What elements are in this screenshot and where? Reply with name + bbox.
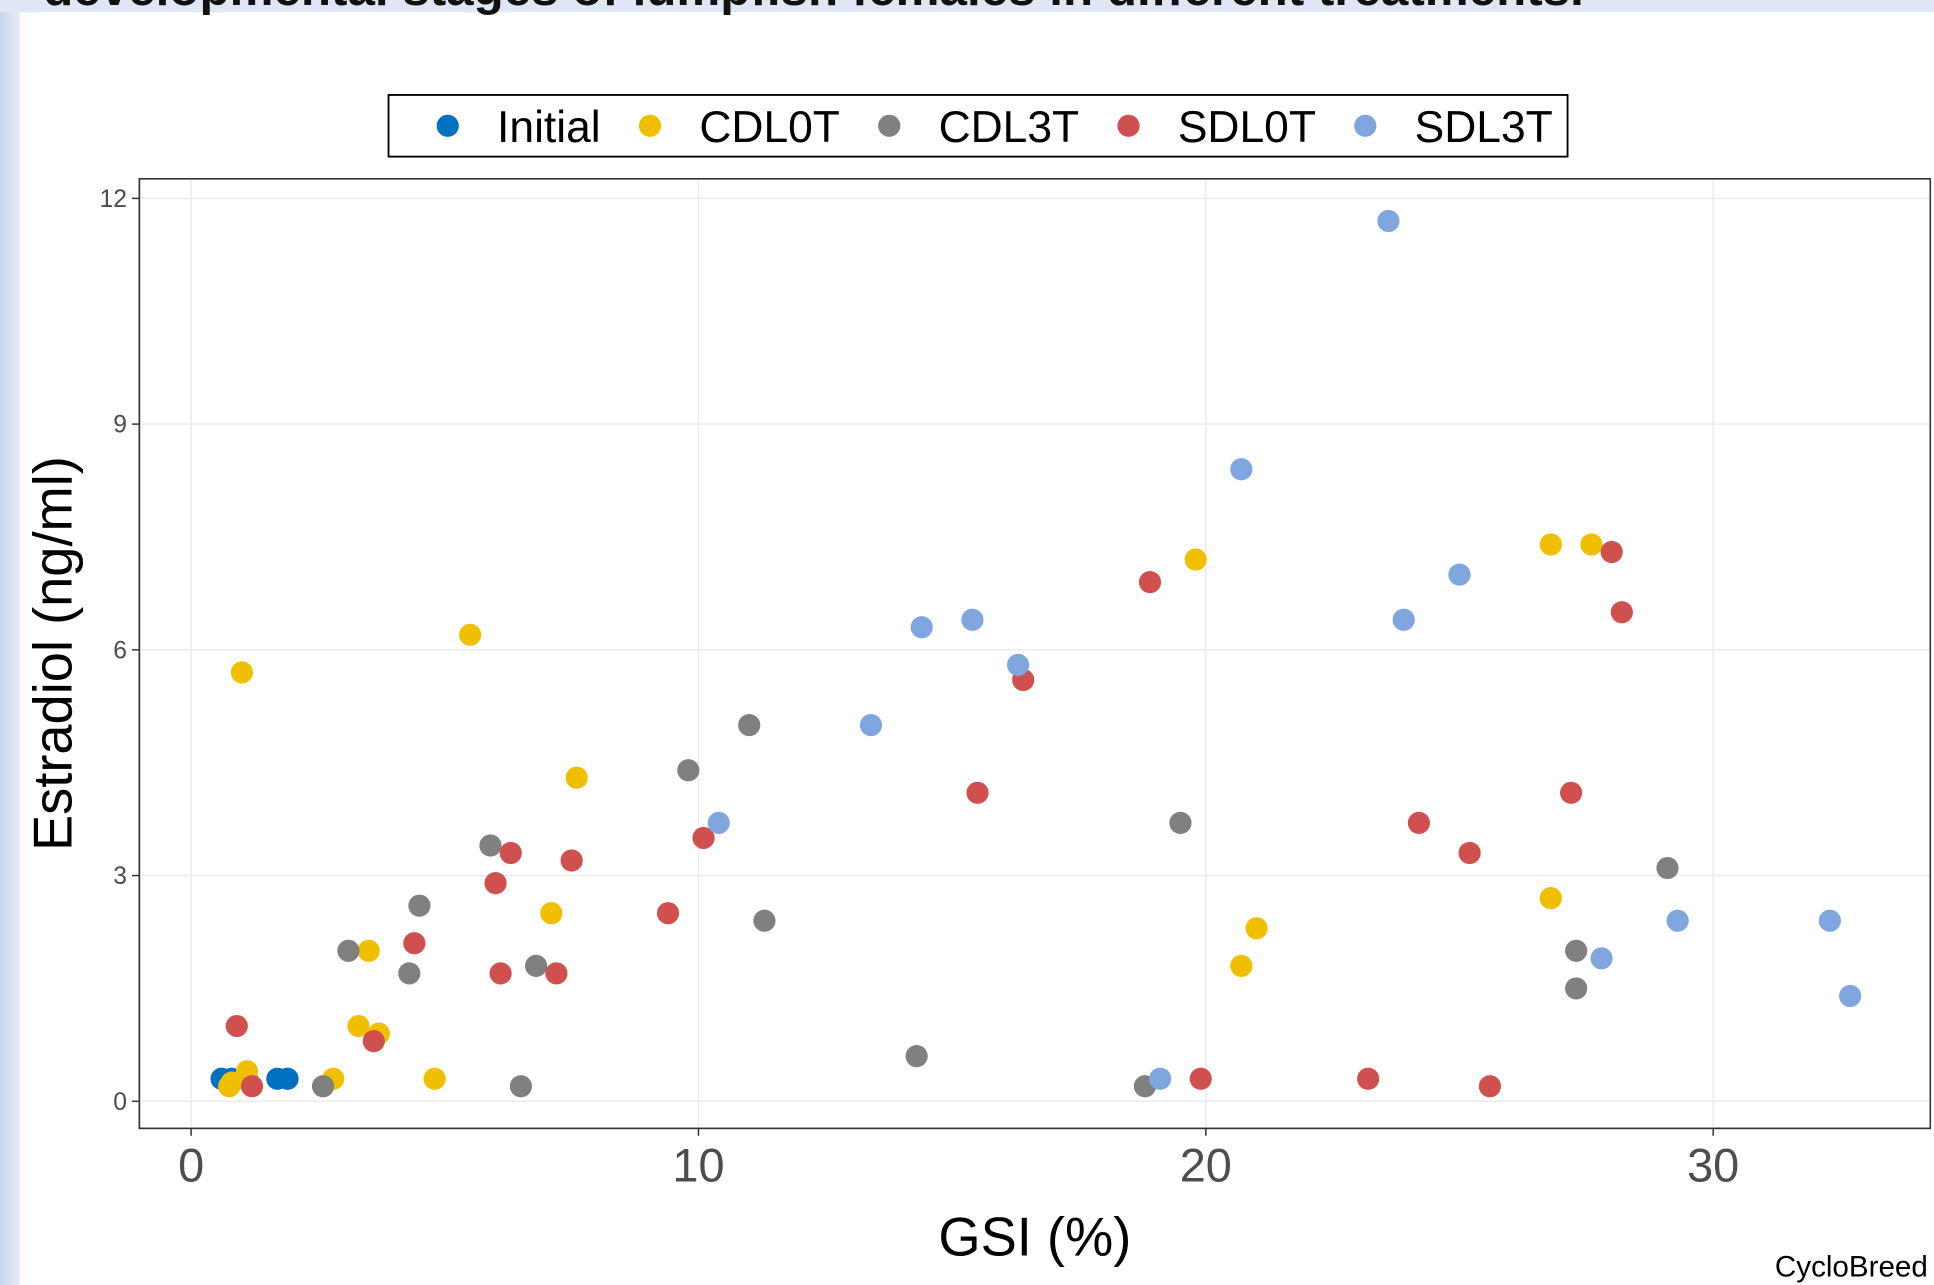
point — [738, 713, 761, 737]
top-strip — [0, 0, 1934, 13]
point — [1656, 856, 1679, 880]
legend-label: CDL0T — [699, 103, 840, 152]
point — [905, 1045, 928, 1068]
legend-marker — [1117, 114, 1140, 137]
point — [677, 759, 700, 782]
point — [1245, 917, 1268, 940]
point — [499, 841, 522, 865]
legend-marker — [878, 114, 901, 137]
point — [1407, 811, 1430, 834]
point — [961, 608, 984, 631]
point — [1580, 533, 1603, 556]
point — [240, 1075, 264, 1098]
point — [1600, 540, 1623, 564]
side-strip — [0, 0, 20, 1285]
x-axis-title: GSI (%) — [938, 1207, 1131, 1267]
point — [1565, 939, 1588, 962]
point — [859, 713, 883, 737]
point — [1230, 954, 1253, 977]
point — [489, 962, 512, 985]
point — [484, 871, 507, 895]
point — [545, 962, 568, 985]
y-tick-label: 9 — [113, 412, 127, 439]
point — [540, 902, 563, 925]
point — [1478, 1075, 1502, 1098]
point — [347, 1014, 370, 1038]
point — [656, 902, 680, 925]
point — [398, 962, 421, 985]
point — [707, 811, 730, 834]
point — [1539, 887, 1562, 910]
y-tick-label: 6 — [113, 637, 127, 664]
point — [565, 766, 588, 789]
plot-border — [138, 178, 1932, 1130]
chart-title: developmental stages of lumpfish females… — [43, 0, 1584, 16]
point — [1448, 563, 1471, 586]
x-tick-label: 30 — [1687, 1139, 1739, 1191]
point — [1392, 608, 1415, 631]
point — [1189, 1067, 1212, 1090]
point — [459, 623, 482, 646]
x-tick-label: 0 — [178, 1139, 204, 1191]
point — [910, 616, 933, 639]
plot-panel — [138, 178, 1932, 1130]
y-tick-label: 0 — [113, 1089, 127, 1116]
point — [525, 954, 548, 977]
point — [408, 894, 431, 917]
y-tick-label: 3 — [113, 863, 127, 890]
point — [311, 1075, 335, 1098]
x-tick-label: 20 — [1180, 1139, 1232, 1191]
point — [1610, 601, 1633, 624]
point — [1539, 533, 1562, 556]
point — [1458, 841, 1481, 865]
point — [225, 1014, 248, 1038]
legend-label: CDL3T — [939, 103, 1080, 152]
point — [1169, 811, 1192, 834]
point — [753, 909, 776, 932]
point — [1149, 1067, 1172, 1090]
point — [479, 834, 502, 857]
point — [1559, 781, 1583, 804]
point — [362, 1030, 385, 1053]
legend-label: Initial — [497, 103, 601, 152]
legend-marker — [1354, 114, 1377, 137]
point — [1184, 548, 1207, 571]
point — [1666, 909, 1689, 932]
point — [276, 1067, 299, 1090]
y-tick-label: 12 — [100, 186, 127, 213]
point — [1565, 977, 1588, 1000]
point — [1357, 1067, 1380, 1090]
point — [403, 932, 426, 955]
y-axis-title: Estradiol (ng/ml) — [24, 456, 84, 851]
point — [1138, 571, 1162, 594]
point — [692, 826, 715, 850]
point — [1377, 209, 1400, 233]
legend-marker — [638, 114, 662, 137]
point — [230, 661, 253, 684]
legend-label: SDL0T — [1178, 103, 1316, 152]
x-tick-label: 10 — [672, 1139, 724, 1191]
point — [560, 849, 583, 872]
legend-marker — [436, 114, 459, 137]
point — [1590, 947, 1613, 970]
point — [218, 1075, 241, 1098]
point — [1839, 984, 1862, 1008]
point — [1006, 653, 1030, 676]
point — [423, 1067, 446, 1090]
point — [509, 1075, 532, 1098]
point — [357, 939, 380, 962]
point — [337, 939, 360, 962]
point — [966, 781, 989, 804]
point — [1818, 909, 1841, 932]
legend-label: SDL3T — [1415, 103, 1553, 152]
caption: CycloBreed — [1775, 1250, 1928, 1283]
point — [1230, 458, 1253, 481]
